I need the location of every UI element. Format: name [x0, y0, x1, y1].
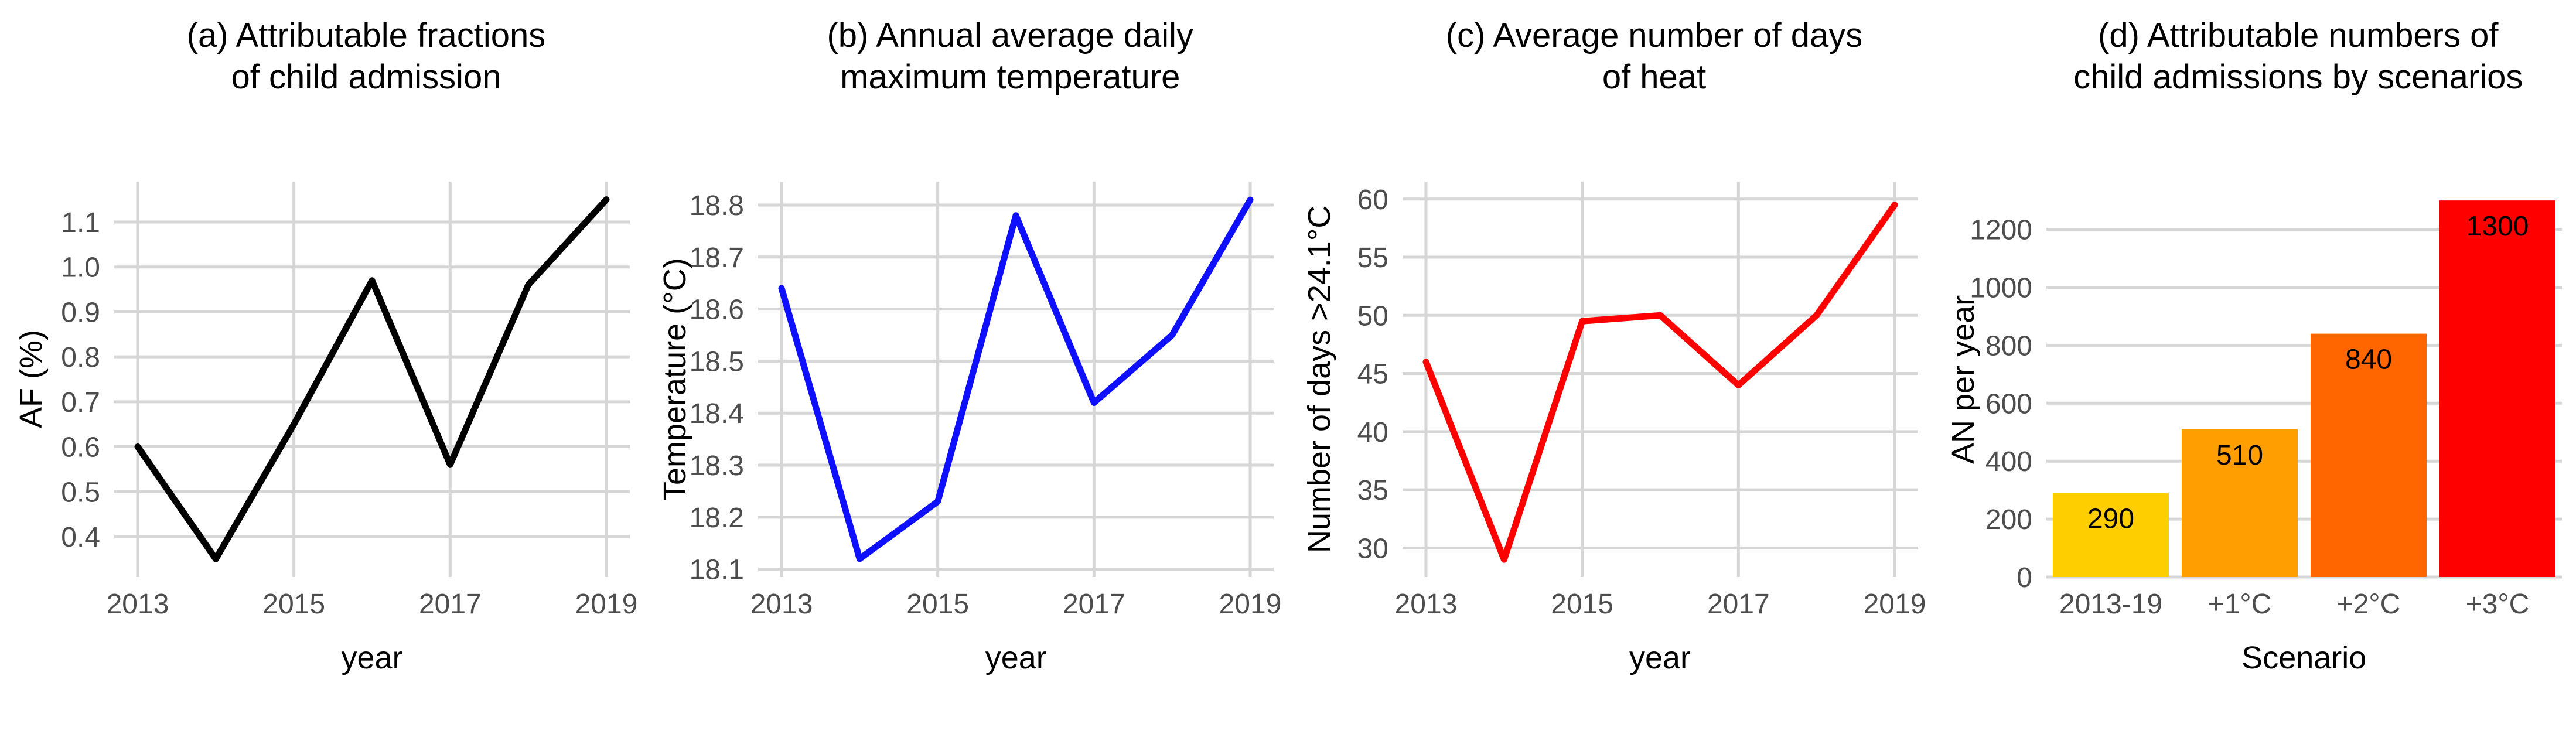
svg-text:2017: 2017	[419, 589, 482, 620]
svg-text:2017: 2017	[1707, 589, 1769, 620]
svg-text:840: 840	[2345, 344, 2392, 376]
panel-c: (c) Average number of days of heat Numbe…	[1288, 0, 1932, 751]
svg-text:18.6: 18.6	[690, 295, 744, 326]
svg-text:40: 40	[1357, 417, 1388, 448]
panel-c-title-line-2: of heat	[1602, 57, 1707, 96]
svg-text:18.4: 18.4	[690, 398, 744, 429]
svg-text:2015: 2015	[262, 589, 325, 620]
svg-text:18.7: 18.7	[690, 243, 744, 274]
svg-text:18.8: 18.8	[690, 190, 744, 221]
panel-c-line-plot: 30 35 40 45 50 55 60 2013 2015 2017 2019	[1357, 182, 1926, 620]
svg-text:35: 35	[1357, 475, 1388, 506]
panel-d-bar-plot: 0 200 400 600 800 1000 1200 290 2013-19 510 +1°C 84…	[1970, 200, 2562, 620]
svg-text:+3°C: +3°C	[2465, 589, 2529, 620]
svg-text:600: 600	[1985, 388, 2032, 419]
svg-text:2019: 2019	[575, 589, 638, 620]
svg-text:2015: 2015	[907, 589, 970, 620]
svg-text:2015: 2015	[1551, 589, 1613, 620]
svg-text:2019: 2019	[1219, 589, 1282, 620]
panel-d-title-line-1: (d) Attributable numbers of	[2098, 16, 2499, 54]
svg-text:50: 50	[1357, 301, 1388, 332]
svg-text:2019: 2019	[1863, 589, 1926, 620]
panel-d-title: (d) Attributable numbers of child admiss…	[2035, 15, 2562, 98]
svg-text:0.9: 0.9	[61, 297, 100, 328]
svg-text:18.3: 18.3	[690, 450, 744, 482]
svg-text:18.1: 18.1	[690, 555, 744, 586]
panel-c-title-line-1: (c) Average number of days	[1445, 16, 1863, 54]
svg-text:200: 200	[1985, 504, 2032, 535]
svg-text:+2°C: +2°C	[2336, 589, 2400, 620]
panel-b-x-axis-label: year	[985, 640, 1047, 675]
svg-text:60: 60	[1357, 185, 1388, 216]
svg-text:400: 400	[1985, 446, 2032, 477]
svg-text:1200: 1200	[1970, 215, 2032, 246]
panel-b-title-line-2: maximum temperature	[840, 57, 1180, 96]
svg-text:+1°C: +1°C	[2207, 589, 2271, 620]
svg-text:0.8: 0.8	[61, 342, 100, 373]
svg-text:1300: 1300	[2466, 211, 2529, 242]
svg-text:30: 30	[1357, 533, 1388, 564]
panel-c-title: (c) Average number of days of heat	[1391, 15, 1918, 98]
svg-text:800: 800	[1985, 330, 2032, 361]
svg-text:0.7: 0.7	[61, 387, 100, 418]
panel-d-title-line-2: child admissions by scenarios	[2073, 57, 2523, 96]
panel-a-title-line-2: of child admission	[231, 57, 501, 96]
svg-text:510: 510	[2216, 440, 2263, 471]
svg-text:0.6: 0.6	[61, 432, 100, 463]
svg-text:290: 290	[2087, 504, 2134, 535]
svg-text:2013: 2013	[107, 589, 169, 620]
svg-text:0.5: 0.5	[61, 477, 100, 508]
panel-b: (b) Annual average daily maximum tempera…	[644, 0, 1288, 751]
svg-text:2013: 2013	[750, 589, 813, 620]
panel-d: (d) Attributable numbers of child admiss…	[1932, 0, 2576, 751]
svg-text:1000: 1000	[1970, 272, 2032, 303]
svg-text:55: 55	[1357, 243, 1388, 274]
svg-text:1.0: 1.0	[61, 252, 100, 284]
panel-a-line-plot: 0.4 0.5 0.6 0.7 0.8 0.9 1.0 1.1 2013 2015 2017 2019	[61, 182, 638, 620]
svg-text:0: 0	[2017, 562, 2032, 593]
svg-text:0.4: 0.4	[61, 522, 100, 553]
panel-a: (a) Attributable fractions of child admi…	[0, 0, 644, 751]
svg-text:2013: 2013	[1394, 589, 1457, 620]
svg-text:45: 45	[1357, 359, 1388, 390]
panel-b-title: (b) Annual average daily maximum tempera…	[746, 15, 1274, 98]
panel-b-title-line-1: (b) Annual average daily	[827, 16, 1193, 54]
svg-text:18.2: 18.2	[690, 503, 744, 534]
panel-b-line-plot: 18.1 18.2 18.3 18.4 18.5 18.6 18.7 18.8 2013 2015…	[690, 182, 1282, 620]
panel-d-x-axis-label: Scenario	[2241, 640, 2367, 675]
panel-a-title: (a) Attributable fractions of child admi…	[103, 15, 630, 98]
svg-text:1.1: 1.1	[61, 207, 100, 238]
panel-a-x-axis-label: year	[341, 640, 403, 675]
panel-c-x-axis-label: year	[1629, 640, 1691, 675]
panel-a-title-line-1: (a) Attributable fractions	[186, 16, 546, 54]
svg-text:2013-19: 2013-19	[2059, 589, 2162, 620]
svg-text:2017: 2017	[1063, 589, 1125, 620]
svg-text:18.5: 18.5	[690, 346, 744, 377]
